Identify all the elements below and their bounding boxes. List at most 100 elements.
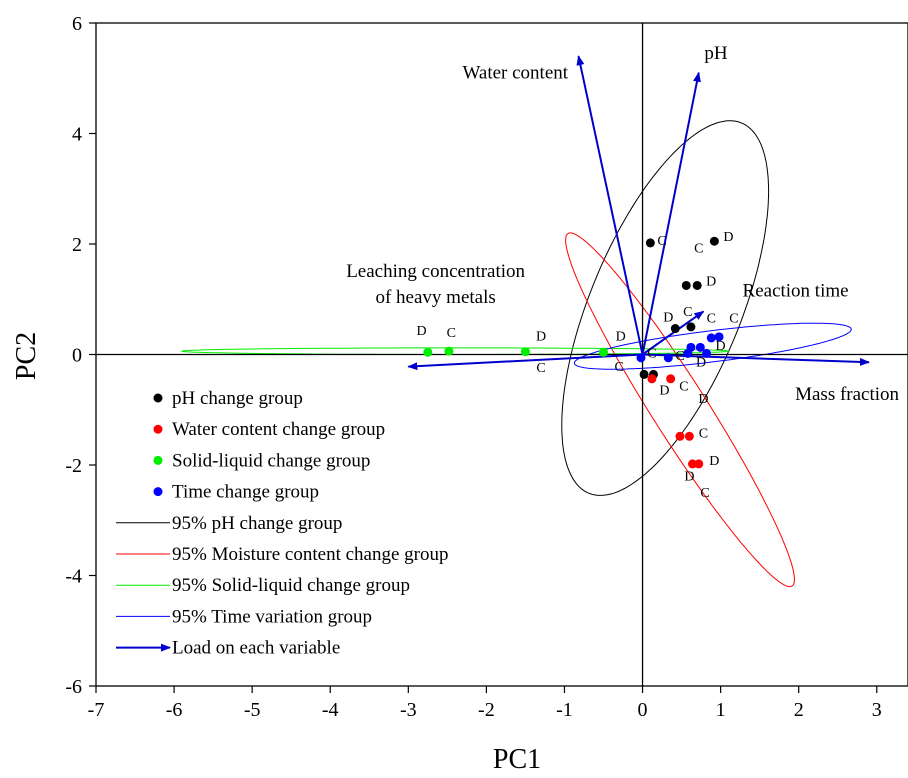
data-point xyxy=(681,280,691,290)
data-point xyxy=(636,353,646,363)
data-point xyxy=(599,347,608,357)
y-axis-title: PC2 xyxy=(11,332,42,380)
point-annotation: D xyxy=(659,383,669,398)
data-point xyxy=(683,348,693,358)
loading-vector xyxy=(642,353,870,366)
variable-label: Reaction time xyxy=(743,280,849,301)
data-point xyxy=(706,333,716,343)
data-point xyxy=(520,347,530,357)
point-annotation: D xyxy=(684,469,694,484)
y-tick-label: 2 xyxy=(72,234,82,256)
variable-label-line: Reaction time xyxy=(743,280,849,301)
legend-label: 95% pH change group xyxy=(172,513,342,534)
x-tick-label: -6 xyxy=(166,699,183,721)
y-tick-label: 0 xyxy=(72,345,82,367)
confidence-ellipse xyxy=(561,120,770,496)
y-tick-label: -6 xyxy=(65,676,82,698)
legend-label: Solid-liquid change group xyxy=(172,450,370,471)
legend-label: 95% Time variation group xyxy=(172,606,372,627)
data-point xyxy=(684,431,694,441)
data-point xyxy=(686,322,696,332)
legend: pH change group Water content change grou… xyxy=(116,388,448,659)
data-point xyxy=(695,342,705,352)
data-point xyxy=(666,374,676,384)
point-annotation: C xyxy=(536,361,545,376)
legend-marker xyxy=(153,393,163,403)
confidence-ellipses xyxy=(180,120,852,588)
x-tick-label: -1 xyxy=(556,699,573,721)
data-point xyxy=(444,346,454,356)
data-point xyxy=(423,347,433,357)
x-tick-label: 0 xyxy=(638,699,648,721)
data-point xyxy=(709,236,719,246)
data-point xyxy=(692,280,702,290)
x-axis-title: PC1 xyxy=(493,744,541,775)
variable-label-line: Water content xyxy=(462,62,568,83)
legend-label: 95% Moisture content change group xyxy=(172,544,448,565)
y-tick-label: -2 xyxy=(65,455,82,477)
data-point xyxy=(647,374,657,384)
data-point xyxy=(675,431,685,441)
variable-label: Leaching concentration of heavy metals xyxy=(346,261,525,308)
x-tick-label: -4 xyxy=(322,699,339,721)
point-annotation: C xyxy=(679,379,688,394)
x-tick-label: 3 xyxy=(872,699,882,721)
labels: Water content pH Reaction time Mass fractio… xyxy=(346,43,899,501)
point-annotation: C xyxy=(683,305,692,320)
confidence-ellipse xyxy=(573,322,852,370)
data-point xyxy=(694,459,704,469)
data-points xyxy=(423,236,724,469)
point-annotation: C xyxy=(699,426,708,441)
point-annotation: D xyxy=(698,392,708,407)
loading-vector xyxy=(576,55,644,355)
point-annotation: C xyxy=(700,486,709,501)
point-annotation: C xyxy=(729,311,738,326)
confidence-ellipse xyxy=(565,232,795,588)
y-tick-label: 6 xyxy=(72,13,82,35)
point-annotation: C xyxy=(614,360,623,375)
variable-label-line: Leaching concentration xyxy=(346,261,525,282)
legend-marker xyxy=(153,455,163,465)
y-tick-label: -4 xyxy=(65,566,82,588)
point-annotation: D xyxy=(417,324,427,339)
point-annotation: C xyxy=(694,241,703,256)
y-tick-label: 4 xyxy=(72,124,82,146)
legend-label: 95% Solid-liquid change group xyxy=(172,575,410,596)
point-annotation: D xyxy=(616,330,626,345)
variable-label-line: Mass fraction xyxy=(795,384,899,405)
loading-vector xyxy=(641,71,701,355)
point-annotation: D xyxy=(706,274,716,289)
point-annotation: C xyxy=(707,311,716,326)
point-annotation: D xyxy=(663,310,673,325)
data-point xyxy=(702,348,712,358)
variable-label: Mass fraction xyxy=(795,384,899,405)
variable-label-line: of heavy metals xyxy=(375,287,495,308)
point-annotation: C xyxy=(657,234,666,249)
point-annotation: C xyxy=(647,346,656,361)
data-point xyxy=(645,238,655,248)
loading-vectors xyxy=(407,55,870,371)
point-annotation: D xyxy=(536,330,546,345)
legend-label: Load on each variable xyxy=(172,638,340,659)
point-annotation: D xyxy=(723,230,733,245)
x-tick-label: -5 xyxy=(244,699,261,721)
legend-label: Water content change group xyxy=(172,419,385,440)
point-annotation: D xyxy=(696,356,706,371)
point-annotation: D xyxy=(709,454,719,469)
x-tick-label: -3 xyxy=(400,699,417,721)
legend-label: pH change group xyxy=(172,388,303,409)
x-tick-label: 2 xyxy=(794,699,804,721)
data-point xyxy=(639,369,649,379)
data-point xyxy=(688,459,698,469)
loading-vector xyxy=(407,353,643,371)
x-tick-label: 1 xyxy=(716,699,726,721)
x-tick-label: -7 xyxy=(88,699,105,721)
variable-label: Water content xyxy=(462,62,568,83)
legend-marker xyxy=(153,487,163,497)
data-point xyxy=(663,353,673,363)
point-annotation: D xyxy=(716,339,726,354)
data-point xyxy=(714,332,724,342)
x-tick-label: -2 xyxy=(478,699,495,721)
point-annotation: C xyxy=(675,349,684,364)
